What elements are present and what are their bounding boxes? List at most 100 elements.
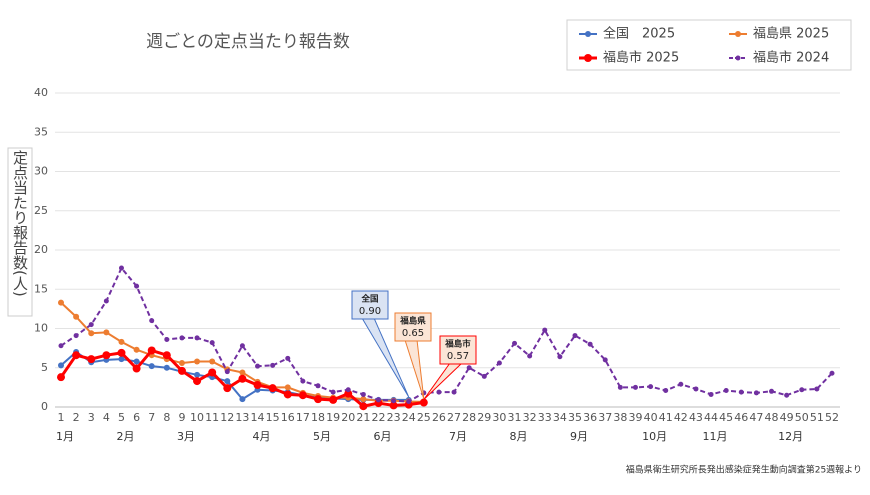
data-point — [587, 341, 593, 347]
callout-value: 0.65 — [402, 328, 424, 339]
callout-box — [394, 312, 432, 342]
y-tick-label: 40 — [34, 86, 48, 99]
legend-label: 全国 2025 — [603, 26, 675, 42]
chart-title: 週ごとの定点当たり報告数 — [146, 32, 350, 52]
data-point — [723, 388, 729, 394]
data-point — [738, 389, 744, 395]
data-point — [58, 343, 64, 349]
x-tick-label: 23 — [387, 411, 401, 424]
data-point — [283, 390, 292, 399]
data-point — [329, 395, 338, 404]
data-point — [148, 363, 155, 370]
y-tick-label: 5 — [41, 361, 48, 374]
x-tick-label: 43 — [689, 411, 703, 424]
data-point — [406, 399, 412, 405]
data-point — [223, 384, 232, 393]
data-point — [118, 338, 125, 345]
x-tick-label: 36 — [583, 411, 597, 424]
x-tick-label: 12 — [220, 411, 234, 424]
data-point — [239, 369, 246, 376]
x-tick-label: 27 — [447, 411, 461, 424]
x-tick-label: 48 — [765, 411, 779, 424]
data-point — [224, 378, 231, 385]
data-point — [179, 335, 185, 341]
callout-name: 福島市 — [444, 339, 471, 350]
data-point — [162, 351, 171, 360]
data-point — [542, 327, 548, 333]
legend-marker — [735, 31, 741, 37]
data-point — [678, 381, 684, 387]
callout-box — [439, 335, 477, 365]
x-tick-label: 20 — [341, 411, 355, 424]
data-point — [360, 396, 367, 403]
x-tick-label: 13 — [235, 411, 249, 424]
callout-value: 0.90 — [359, 306, 381, 317]
x-tick-label: 35 — [568, 411, 582, 424]
x-tick-label: 46 — [734, 411, 748, 424]
data-point — [527, 353, 533, 359]
data-point — [602, 357, 608, 363]
data-point — [375, 397, 381, 403]
data-point — [389, 401, 398, 410]
x-tick-label: 52 — [825, 411, 839, 424]
data-point — [58, 299, 64, 306]
data-point — [88, 322, 94, 328]
data-point — [391, 398, 397, 404]
month-label: 10月 — [642, 430, 667, 443]
x-tick-label: 51 — [810, 411, 824, 424]
data-point — [648, 384, 654, 390]
data-point — [344, 389, 353, 398]
data-point — [58, 362, 64, 369]
data-point — [360, 391, 366, 397]
x-tick-label: 39 — [628, 411, 642, 424]
y-label-box — [7, 147, 33, 317]
legend-label: 福島市 2025 — [603, 50, 679, 66]
x-tick-label: 9 — [178, 411, 185, 424]
month-label: 7月 — [449, 430, 467, 443]
data-point — [194, 371, 201, 378]
data-point — [557, 354, 563, 360]
x-tick-label: 22 — [371, 411, 385, 424]
y-tick-label: 10 — [34, 322, 48, 335]
month-label: 11月 — [703, 430, 728, 443]
month-label: 12月 — [778, 430, 803, 443]
data-point — [253, 381, 262, 390]
legend-marker — [584, 54, 592, 62]
series-line — [60, 266, 833, 403]
data-point — [496, 360, 502, 366]
x-tick-label: 21 — [356, 411, 370, 424]
x-tick-label: 38 — [613, 411, 627, 424]
data-point — [117, 348, 126, 357]
data-point — [209, 358, 216, 365]
month-label: 1月 — [56, 430, 74, 443]
legend-label: 福島市 2024 — [753, 50, 829, 66]
x-tick-label: 37 — [598, 411, 612, 424]
data-point — [178, 360, 185, 367]
data-point — [436, 389, 442, 395]
x-tick-label: 41 — [659, 411, 673, 424]
data-point — [238, 374, 247, 383]
x-tick-label: 30 — [492, 411, 506, 424]
x-tick-label: 5 — [118, 411, 125, 424]
y-tick-label: 30 — [34, 165, 48, 178]
x-tick-label: 15 — [266, 411, 280, 424]
data-point — [359, 402, 368, 411]
data-point — [133, 358, 140, 365]
month-label: 4月 — [253, 430, 271, 443]
data-point — [829, 370, 835, 376]
data-point — [632, 384, 638, 390]
x-tick-label: 28 — [462, 411, 476, 424]
x-tick-label: 6 — [133, 411, 140, 424]
y-axis-label: 定点当たり報告数(人) — [11, 150, 29, 297]
data-point — [451, 389, 457, 395]
x-tick-label: 1 — [58, 411, 65, 424]
data-point — [163, 364, 170, 371]
data-point — [194, 358, 201, 365]
data-point — [147, 346, 156, 355]
data-point — [330, 389, 336, 395]
data-point — [270, 362, 276, 368]
data-point — [466, 365, 472, 371]
x-tick-label: 18 — [311, 411, 325, 424]
data-point — [708, 391, 714, 397]
